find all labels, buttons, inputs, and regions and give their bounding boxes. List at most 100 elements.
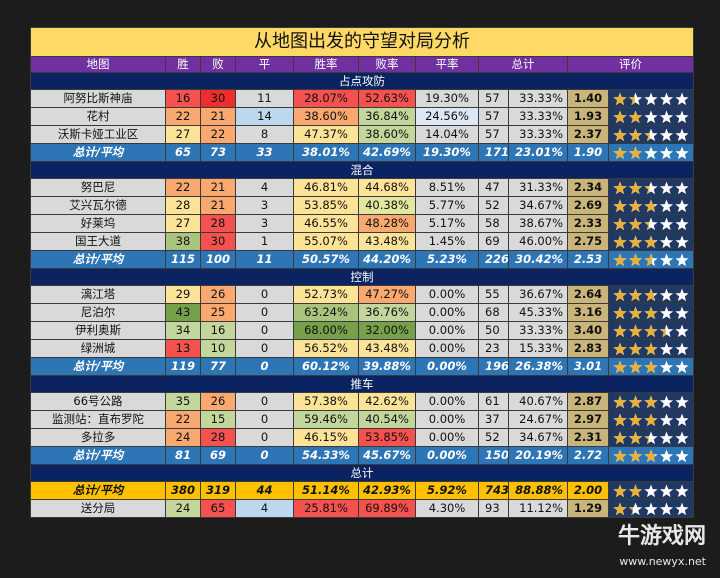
stat-cell: 21 [200,107,236,126]
star-rating [613,360,689,373]
star-fill [613,502,627,515]
score: 1.93 [567,107,609,126]
stat-cell: 52.63% [358,89,416,108]
stat-cell: 0 [235,446,294,465]
stat-cell: 35 [165,392,201,411]
stat-cell: 0.00% [415,303,479,322]
star-rating [613,342,689,355]
total-row: 总计/平均 65 73 33 38.01% 42.69% 19.30% 171 23.01% 1.… [30,143,695,162]
game-share: 15.33% [508,339,568,358]
star [659,217,674,230]
star-fill [613,306,627,319]
star-fill [659,326,666,337]
stars-cell [607,107,695,126]
stat-cell: 28 [200,214,236,233]
star-fill [613,324,627,337]
score: 2.37 [567,125,609,144]
star [644,146,658,159]
star [644,431,658,444]
game-share: 33.33% [508,125,568,144]
star [644,484,658,497]
stat-cell: 68.00% [293,321,359,340]
section-row: 占点攻防 [29,72,695,90]
game-share: 20.19% [508,446,568,465]
stat-cell: 29 [165,285,201,304]
star-rating [613,110,689,123]
stat-cell: 51.14% [293,481,359,500]
stat-cell: 54.33% [293,446,359,465]
star [675,181,689,194]
stat-cell: 0 [235,285,294,304]
stat-cell: 4 [235,499,294,518]
map-name: 总计/平均 [30,357,166,376]
score: 2.87 [567,392,609,411]
star-fill [644,360,658,373]
game-share: 26.38% [508,357,568,376]
star [644,181,658,194]
star [675,217,689,230]
star-fill [628,110,643,123]
star-fill [613,110,627,123]
stat-cell: 65 [165,143,201,162]
star [659,181,674,194]
stat-cell: 0 [235,357,294,376]
game-count: 69 [478,232,509,251]
star-fill [628,253,643,266]
section-title: 控制 [29,268,695,286]
map-name: 监测站：直布罗陀 [30,410,166,429]
star-fill [613,181,627,194]
stars-cell [607,392,695,411]
stat-cell: 0 [235,428,294,447]
stat-cell: 69.89% [358,499,416,518]
map-name: 66号公路 [30,392,166,411]
star [675,449,689,462]
map-row: 漓江塔 29 26 0 52.73% 47.27% 0.00% 55 36.67% 2.64 [30,285,695,304]
game-count: 196 [478,357,509,376]
star-fill [613,92,627,105]
total-row: 总计/平均 380 319 44 51.14% 42.93% 5.92% 743 88.88% 2… [30,481,695,500]
star-rating [613,324,689,337]
game-share: 88.88% [508,481,568,500]
star [675,431,689,444]
score: 2.97 [567,410,609,429]
star [675,288,689,301]
stat-cell: 38.60% [358,125,416,144]
star-fill [644,185,650,194]
star [675,92,689,105]
game-share: 34.67% [508,428,568,447]
score: 3.40 [567,321,609,340]
stat-cell: 47.27% [358,285,416,304]
section-row: 控制 [29,268,695,286]
star-fill [613,253,627,266]
star-fill [644,221,650,230]
stat-cell: 319 [200,481,236,500]
star-rating [613,288,689,301]
game-count: 171 [478,143,509,162]
stat-cell: 47.37% [293,125,359,144]
game-count: 58 [478,214,509,233]
star-fill [628,395,643,408]
map-name: 花村 [30,107,166,126]
map-row: 绿洲城 13 10 0 56.52% 43.48% 0.00% 23 15.33% 2.83 [30,339,695,358]
game-count: 68 [478,303,509,322]
game-share: 45.33% [508,303,568,322]
stat-cell: 115 [165,250,201,269]
stat-cell: 0.00% [415,428,479,447]
star-fill [644,395,658,408]
star-fill [613,199,627,212]
stat-cell: 38 [165,232,201,251]
star-fill [644,288,654,301]
map-row: 艾兴瓦尔德 28 21 3 53.85% 40.38% 5.77% 52 34.67% 2.69 [30,196,695,215]
column-header: 地图 [30,56,166,73]
map-row: 阿努比斯神庙 16 30 11 28.07% 52.63% 19.30% 57 33.33% 1.… [30,89,695,108]
star-rating [613,253,689,266]
star-fill [628,484,643,497]
star [659,306,674,319]
stat-cell: 0 [235,392,294,411]
stat-cell: 28.07% [293,89,359,108]
stat-cell: 5.92% [415,481,479,500]
stat-cell: 26 [200,392,236,411]
star-fill [613,484,627,497]
star [644,217,658,230]
